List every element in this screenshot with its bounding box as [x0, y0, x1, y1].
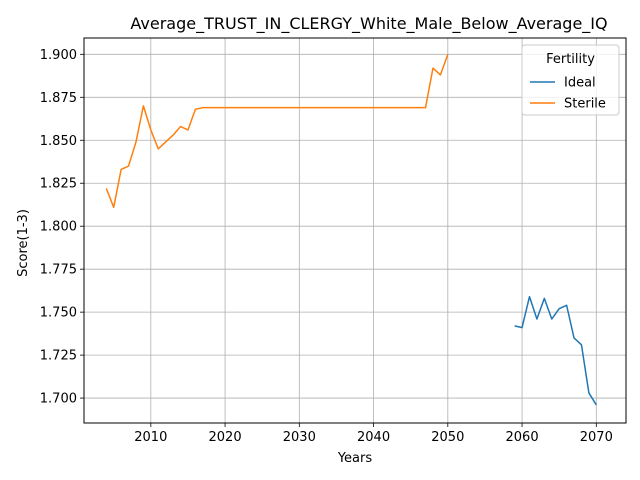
y-tick-label: 1.875: [40, 91, 77, 106]
x-tick-label: 2060: [506, 430, 539, 445]
x-tick-label: 2030: [283, 430, 316, 445]
y-tick-label: 1.750: [40, 306, 77, 321]
legend-label-ideal: Ideal: [564, 76, 596, 91]
y-axis-label: Score(1-3): [16, 209, 31, 277]
y-tick-label: 1.900: [40, 48, 77, 63]
y-tick-label: 1.825: [40, 177, 77, 192]
y-tick-label: 1.700: [40, 392, 77, 407]
x-tick-label: 2020: [209, 430, 242, 445]
x-tick-label: 2070: [580, 430, 613, 445]
legend-label-sterile: Sterile: [564, 97, 606, 112]
y-tick-label: 1.725: [40, 349, 77, 364]
y-tick-label: 1.850: [40, 134, 77, 149]
y-tick-label: 1.800: [40, 220, 77, 235]
x-tick-label: 2040: [357, 430, 390, 445]
x-tick-label: 2050: [431, 430, 464, 445]
legend: Fertility Ideal Sterile: [522, 45, 619, 115]
legend-title: Fertility: [546, 52, 595, 67]
x-tick-label: 2010: [134, 430, 167, 445]
x-axis-label: Years: [337, 451, 373, 466]
y-tick-label: 1.775: [40, 263, 77, 278]
chart-title: Average_TRUST_IN_CLERGY_White_Male_Below…: [130, 14, 607, 34]
